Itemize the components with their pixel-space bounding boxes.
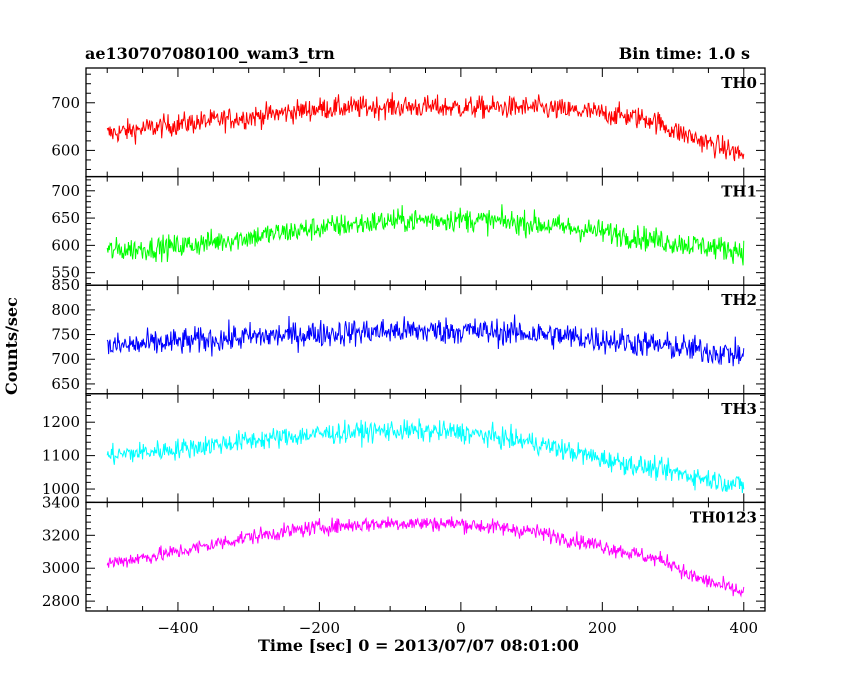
panel-frame-th1: [85, 175, 766, 286]
y-tick-label: 600: [51, 236, 80, 254]
y-tick-label: 700: [51, 94, 80, 112]
y-tick-label: 700: [51, 182, 80, 200]
y-tick-label: 1200: [42, 413, 80, 431]
x-tick-label: −400: [157, 619, 198, 637]
panel-label-th1: TH1: [721, 183, 757, 201]
y-tick-label: 600: [51, 141, 80, 159]
x-tick-label: 400: [729, 619, 758, 637]
series-line-th2: [106, 314, 745, 367]
chart-title: ae130707080100_wam3_trn: [85, 44, 335, 63]
series-line-th1: [106, 204, 745, 266]
panel-label-th2: TH2: [721, 291, 757, 309]
panel-label-th0123: TH0123: [690, 508, 757, 526]
y-tick-label: 1000: [42, 480, 80, 498]
x-tick-label: 200: [588, 619, 617, 637]
y-tick-label: 800: [51, 301, 80, 319]
y-tick-label: 850: [51, 276, 80, 294]
y-tick-label: 3000: [42, 559, 80, 577]
series-line-th3: [106, 418, 745, 494]
y-axis-label: Counts/sec: [2, 297, 21, 395]
panel-label-th0: TH0: [721, 74, 757, 92]
y-tick-label: 650: [51, 209, 80, 227]
series-line-th0: [106, 92, 745, 162]
y-tick-label: 650: [51, 375, 80, 393]
y-tick-label: 2800: [42, 592, 80, 610]
y-tick-label: 550: [51, 264, 80, 282]
x-tick-label: −200: [299, 619, 340, 637]
y-tick-label: 750: [51, 326, 80, 344]
panel-frame-th0123: [85, 501, 766, 612]
y-tick-label: 3200: [42, 526, 80, 544]
bin-time-label: Bin time: 1.0 s: [618, 44, 750, 63]
x-tick-label: 0: [456, 619, 466, 637]
x-axis-label: Time [sec] 0 = 2013/07/07 08:01:00: [258, 636, 579, 655]
y-tick-label: 1100: [42, 447, 80, 465]
series-line-th0123: [106, 516, 745, 598]
y-tick-label: 3400: [42, 493, 80, 511]
y-tick-label: 700: [51, 350, 80, 368]
panel-label-th3: TH3: [721, 400, 757, 418]
